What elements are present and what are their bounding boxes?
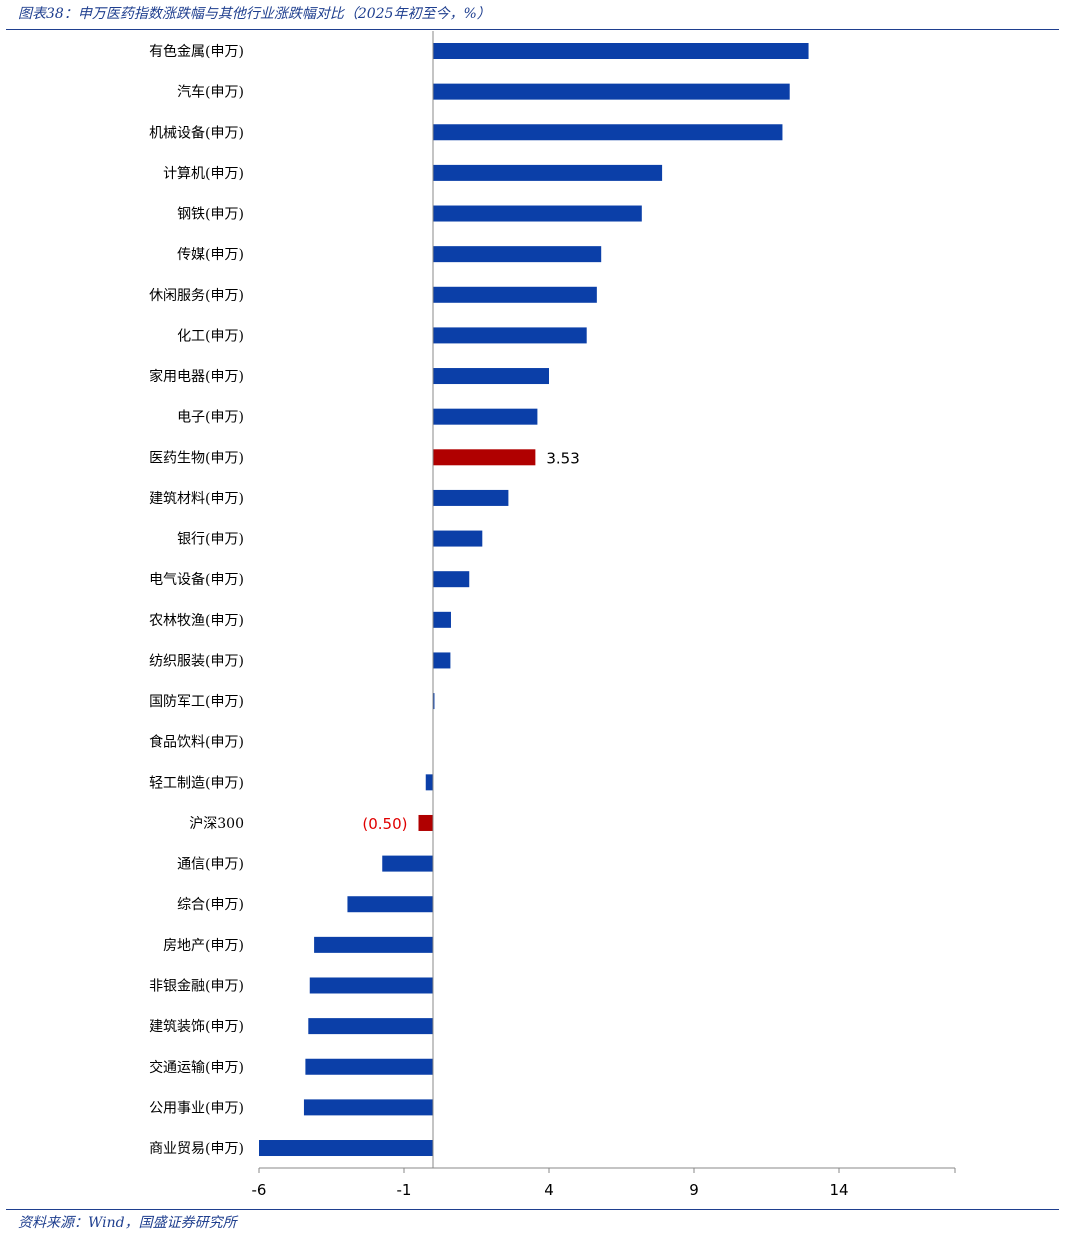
- bar-13: [433, 530, 483, 547]
- top-divider: [6, 29, 1059, 30]
- data-label: (0.50): [362, 815, 407, 833]
- x-tick-label: 4: [544, 1181, 554, 1199]
- category-label: 建筑装饰(申万): [149, 1019, 244, 1035]
- category-label: 电气设备(申万): [149, 571, 244, 588]
- category-label: 银行(申万): [177, 532, 244, 548]
- x-tick-label: -6: [252, 1181, 267, 1199]
- bar-26: [305, 1058, 433, 1075]
- category-label: 通信(申万): [177, 857, 244, 873]
- bar-16: [433, 652, 451, 669]
- bar-8: [433, 327, 587, 344]
- category-label: 房地产(申万): [163, 938, 244, 954]
- bar-1: [433, 43, 809, 59]
- category-label: 休闲服务(申万): [149, 288, 244, 304]
- bar-20: [418, 814, 433, 831]
- bar-2: [433, 83, 790, 100]
- category-label: 农林牧渔(申万): [149, 613, 244, 629]
- x-tick-label: 9: [689, 1181, 699, 1199]
- bar-17: [433, 693, 435, 710]
- category-label: 建筑材料(申万): [149, 491, 244, 507]
- category-label: 商业贸易(申万): [149, 1141, 244, 1157]
- category-label: 轻工制造(申万): [149, 775, 244, 791]
- bar-28: [259, 1140, 433, 1157]
- bar-5: [433, 205, 642, 222]
- category-label: 沪深300: [189, 816, 244, 832]
- x-tick-label: -1: [397, 1181, 412, 1199]
- bar-27: [303, 1099, 433, 1116]
- source-note: 资料来源：Wind，国盛证券研究所: [18, 1215, 237, 1231]
- bar-14: [433, 571, 470, 588]
- x-tick-label: 14: [829, 1181, 848, 1199]
- category-label: 综合(申万): [177, 897, 244, 913]
- category-label: 电子(申万): [177, 410, 244, 426]
- bar-19: [425, 774, 433, 791]
- bar-10: [433, 408, 538, 425]
- bar-24: [309, 977, 433, 994]
- bottom-divider: [6, 1209, 1059, 1210]
- category-label: 食品饮料(申万): [149, 734, 244, 751]
- category-label: 家用电器(申万): [149, 368, 244, 385]
- category-label: 化工(申万): [177, 328, 244, 344]
- category-label: 非银金融(申万): [149, 978, 244, 994]
- bar-6: [433, 246, 602, 263]
- bar-25: [308, 1018, 433, 1035]
- bar-11: [433, 449, 536, 466]
- category-label: 交通运输(申万): [149, 1059, 244, 1076]
- data-label: 3.53: [546, 449, 579, 467]
- category-label: 计算机(申万): [163, 166, 244, 182]
- bar-21: [382, 855, 433, 872]
- category-label: 医药生物(申万): [149, 450, 244, 466]
- category-label: 有色金属(申万): [149, 43, 244, 60]
- category-label: 汽车(申万): [177, 84, 244, 101]
- bar-9: [433, 368, 549, 385]
- category-label: 公用事业(申万): [149, 1100, 244, 1116]
- bar-23: [314, 936, 433, 953]
- category-label: 钢铁(申万): [177, 207, 244, 223]
- category-label: 纺织服装(申万): [149, 653, 244, 669]
- chart-title: 图表38：申万医药指数涨跌幅与其他行业涨跌幅对比（2025年初至今，%）: [18, 6, 491, 22]
- bar-3: [433, 124, 783, 141]
- bar-7: [433, 286, 597, 303]
- bar-12: [433, 489, 509, 506]
- bar-chart: 有色金属(申万) 汽车(申万) 机械设备(申万) 计算机(申万) 钢铁(申万) 传媒(申万…: [149, 31, 956, 1199]
- category-label: 国防军工(申万): [149, 694, 244, 710]
- bar-22: [347, 896, 433, 913]
- bar-4: [433, 164, 663, 181]
- bar-15: [433, 611, 451, 628]
- category-label: 机械设备(申万): [149, 124, 244, 141]
- category-label: 传媒(申万): [177, 247, 244, 263]
